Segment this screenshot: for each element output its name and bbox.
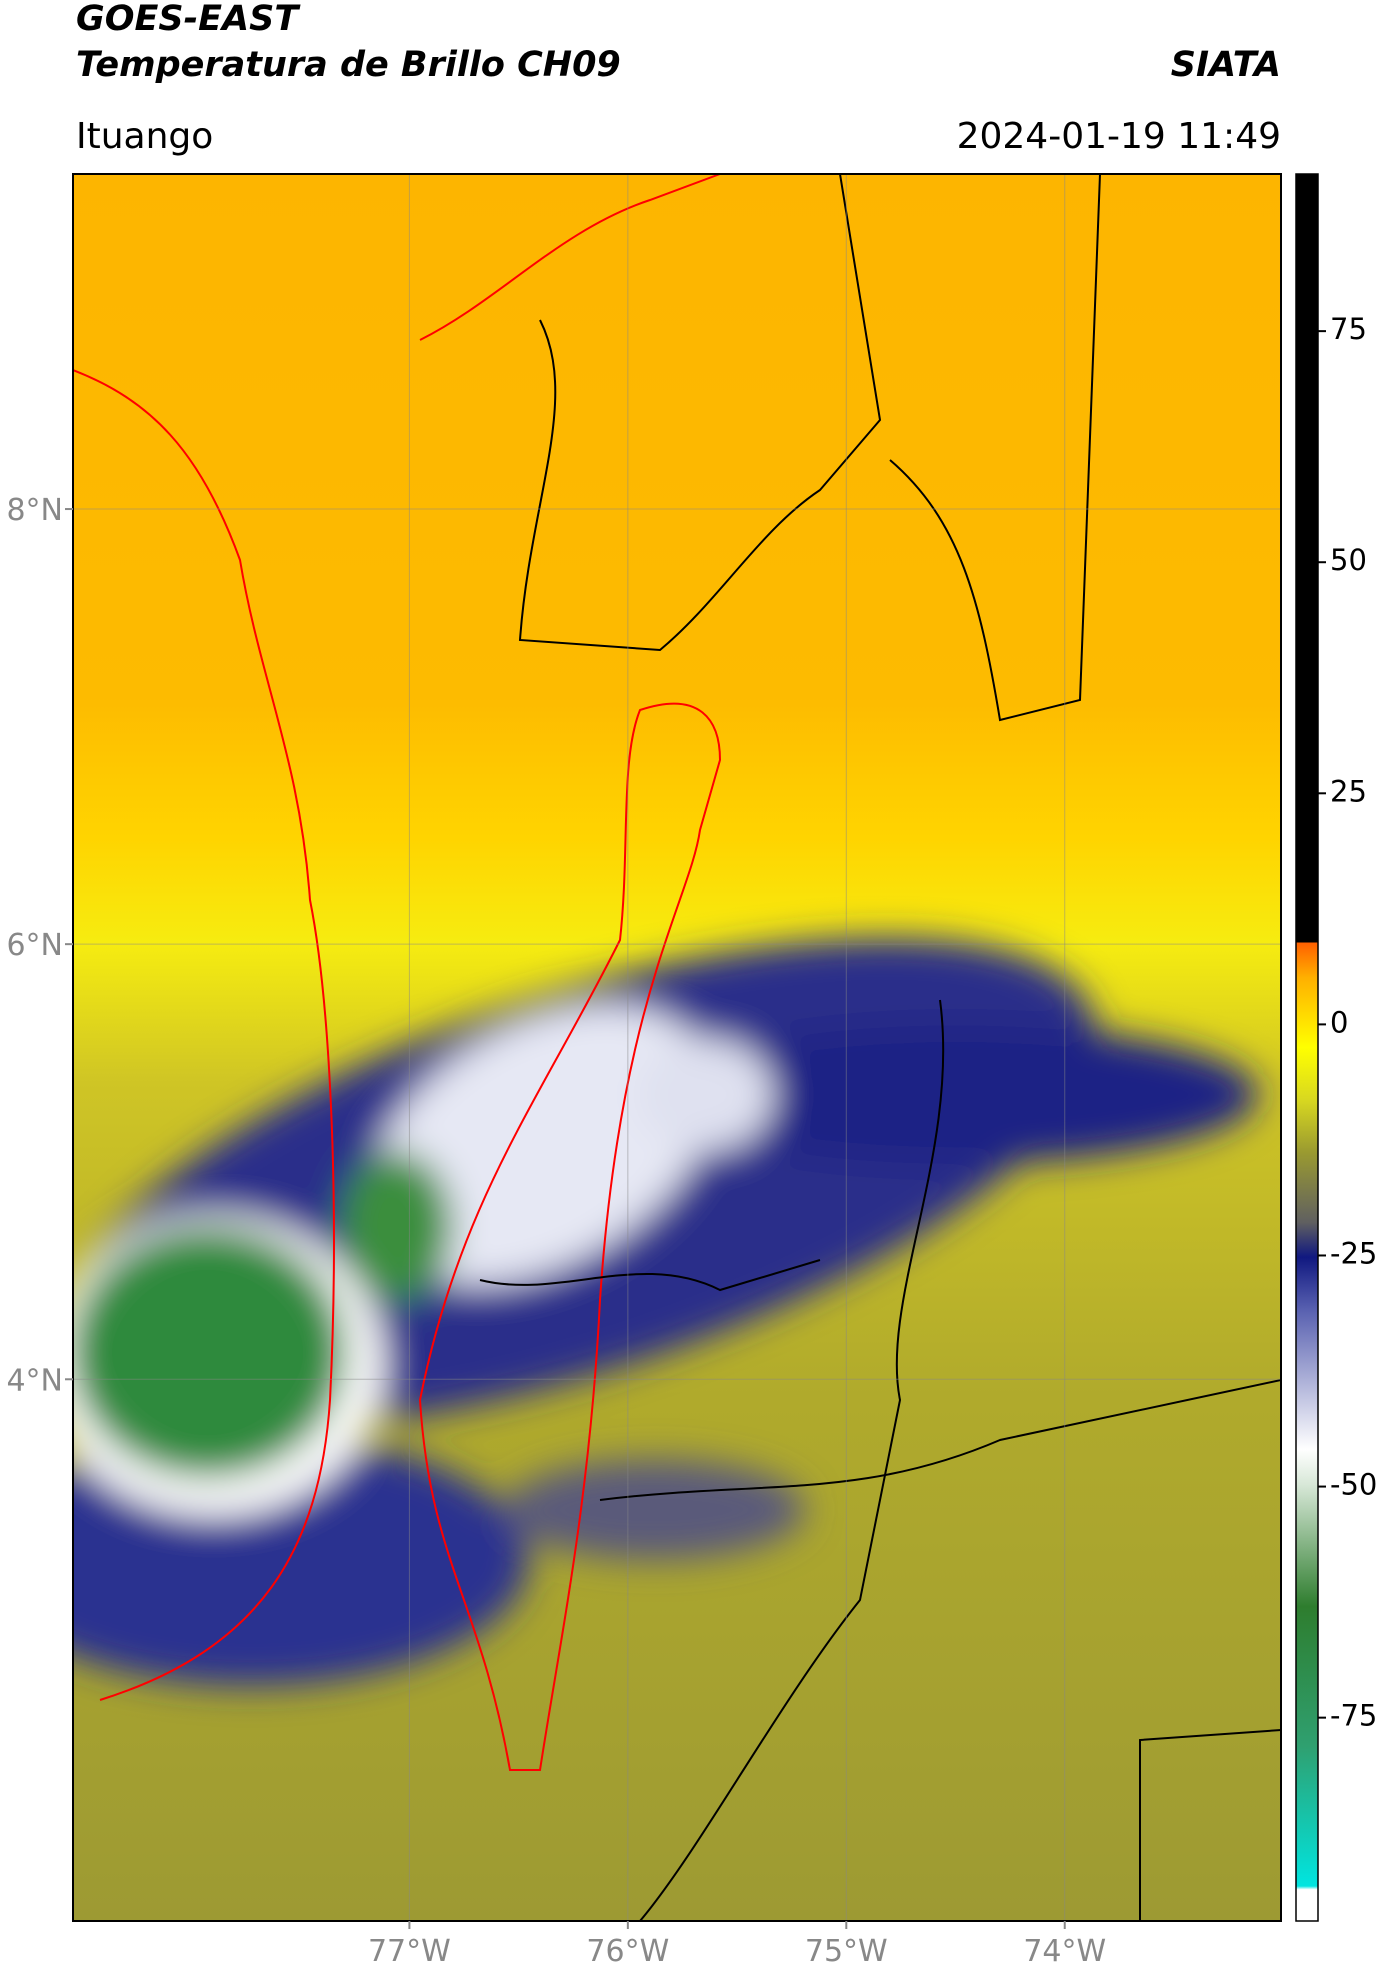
map	[73, 174, 1281, 1921]
lon-tick-label: 75°W	[805, 1934, 888, 1969]
lat-tick-label: 8°N	[6, 493, 63, 528]
graticule	[73, 174, 1281, 1921]
colorbar-tick-label: -75	[1330, 1699, 1377, 1733]
boundaries	[73, 174, 1281, 1921]
subtitle: Temperatura de Brillo CH09	[76, 45, 621, 85]
lon-tick-label: 77°W	[368, 1934, 451, 1969]
title: GOES-EAST	[76, 0, 301, 39]
cloud-field	[73, 937, 1259, 1686]
colorbar-tick-label: -25	[1330, 1236, 1377, 1270]
source: SIATA	[1171, 45, 1281, 85]
colorbar-tick-label: 50	[1330, 543, 1367, 577]
colorbar-tick-label: -50	[1330, 1468, 1377, 1502]
colorbar-tick-label: 75	[1330, 312, 1367, 346]
datetime: 2024-01-19 11:49	[957, 116, 1281, 157]
map-frame	[72, 173, 1282, 1922]
lon-tick-label: 74°W	[1023, 1934, 1106, 1969]
lon-tick-label: 76°W	[586, 1934, 669, 1969]
lat-tick-label: 6°N	[6, 928, 63, 963]
lat-tick-label: 4°N	[6, 1363, 63, 1398]
colorbar	[1295, 173, 1319, 1922]
colorbar-tick-label: 0	[1330, 1005, 1348, 1039]
location: Ituango	[76, 116, 213, 157]
colorbar-tick-label: 25	[1330, 774, 1367, 808]
